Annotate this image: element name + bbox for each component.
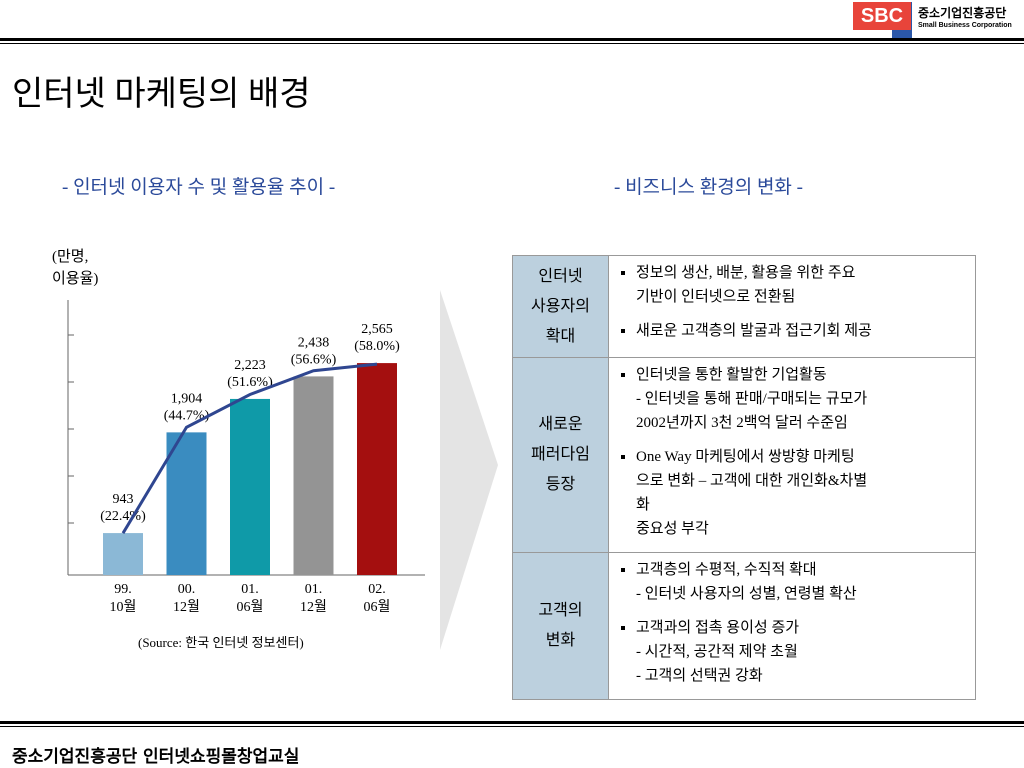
bullet-list: 고객층의 수평적, 수직적 확대 - 인터넷 사용자의 성별, 연령별 확산고객… [610, 558, 974, 688]
data-label: 2,438 (56.6%) [291, 335, 337, 367]
bar [230, 398, 270, 575]
bar [103, 533, 143, 575]
subtitle: - 인터넷 이용자 수 및 활용율 추이 - [62, 177, 336, 198]
arrow [440, 290, 498, 650]
row-content: 정보의 생산, 배분, 활용을 위한 주요 기반이 인터넷으로 전환됨새로운 고… [608, 255, 976, 358]
bar [293, 376, 334, 575]
business-table: 인터넷 사용자의 확대정보의 생산, 배분, 활용을 위한 주요 기반이 인터넷… [512, 255, 976, 700]
rule [0, 721, 1024, 724]
x-tick-label: 01. 12월 [300, 582, 327, 615]
bullet: 고객과의 접촉 용이성 증가 - 시간적, 공간적 제약 초월 - 고객의 선택… [636, 616, 974, 688]
title: 인터넷 마케팅의 배경 [12, 76, 311, 113]
row-header: 인터넷 사용자의 확대 [512, 255, 609, 358]
row-content: 인터넷을 통한 활발한 기업활동 - 인터넷을 통해 판매/구매되는 규모가 2… [608, 357, 976, 553]
x-tick-label: 02. 06월 [364, 582, 391, 615]
org-name-en: Small Business Corporation [918, 22, 1012, 29]
source: (Source: 한국 인터넷 정보센터) [138, 635, 304, 650]
table-row: 인터넷 사용자의 확대정보의 생산, 배분, 활용을 위한 주요 기반이 인터넷… [512, 255, 976, 358]
x-tick-label: 99. 10월 [110, 582, 137, 615]
bar [166, 432, 207, 575]
x-tick-label: 00. 12월 [173, 582, 200, 615]
bullet-list: 인터넷을 통한 활발한 기업활동 - 인터넷을 통해 판매/구매되는 규모가 2… [610, 363, 974, 541]
y-axis-label: (만명, 이용율) [52, 249, 99, 287]
logo: SBC [853, 2, 911, 30]
org-name: 중소기업진흥공단 [918, 6, 1007, 20]
rule [0, 726, 1024, 727]
row-header: 새로운 패러다임 등장 [512, 357, 609, 553]
data-label: 2,223 (51.6%) [227, 358, 273, 390]
bullet: 고객층의 수평적, 수직적 확대 - 인터넷 사용자의 성별, 연령별 확산 [636, 558, 974, 606]
data-label: 2,565 (58.0%) [354, 322, 400, 354]
bar [357, 363, 397, 575]
bullet: 새로운 고객층의 발굴과 접근기회 제공 [636, 319, 974, 343]
rule [0, 43, 1024, 44]
bullet: 인터넷을 통한 활발한 기업활동 - 인터넷을 통해 판매/구매되는 규모가 2… [636, 363, 974, 435]
chart: 943 (22.4%)1,904 (44.7%)2,223 (51.6%)2,438(… [67, 300, 425, 615]
bullet: 정보의 생산, 배분, 활용을 위한 주요 기반이 인터넷으로 전환됨 [636, 261, 974, 309]
rule [0, 38, 1024, 41]
table-row: 고객의 변화고객층의 수평적, 수직적 확대 - 인터넷 사용자의 성별, 연령… [512, 552, 976, 700]
line [121, 362, 378, 534]
axis-ticks [68, 334, 74, 524]
table-row: 새로운 패러다임 등장 인터넷을 통한 활발한 기업활동 - 인터넷을 통해 판매… [512, 357, 976, 553]
x-tick-label: 01. 06월 [237, 582, 264, 615]
footer: 중소기업진흥공단 인터넷쇼핑몰창업교실 [12, 747, 300, 767]
subtitle: - 비즈니스 환경의 변화 - [614, 177, 803, 198]
bullet: One Way 마케팅에서 쌍방향 마케팅 으로 변화 – 고객에 대한 개인화… [636, 445, 974, 541]
row-content: 고객층의 수평적, 수직적 확대 - 인터넷 사용자의 성별, 연령별 확산고객… [608, 552, 976, 700]
bullet-list: 정보의 생산, 배분, 활용을 위한 주요 기반이 인터넷으로 전환됨새로운 고… [610, 261, 974, 343]
row-header: 고객의 변화 [512, 552, 609, 700]
